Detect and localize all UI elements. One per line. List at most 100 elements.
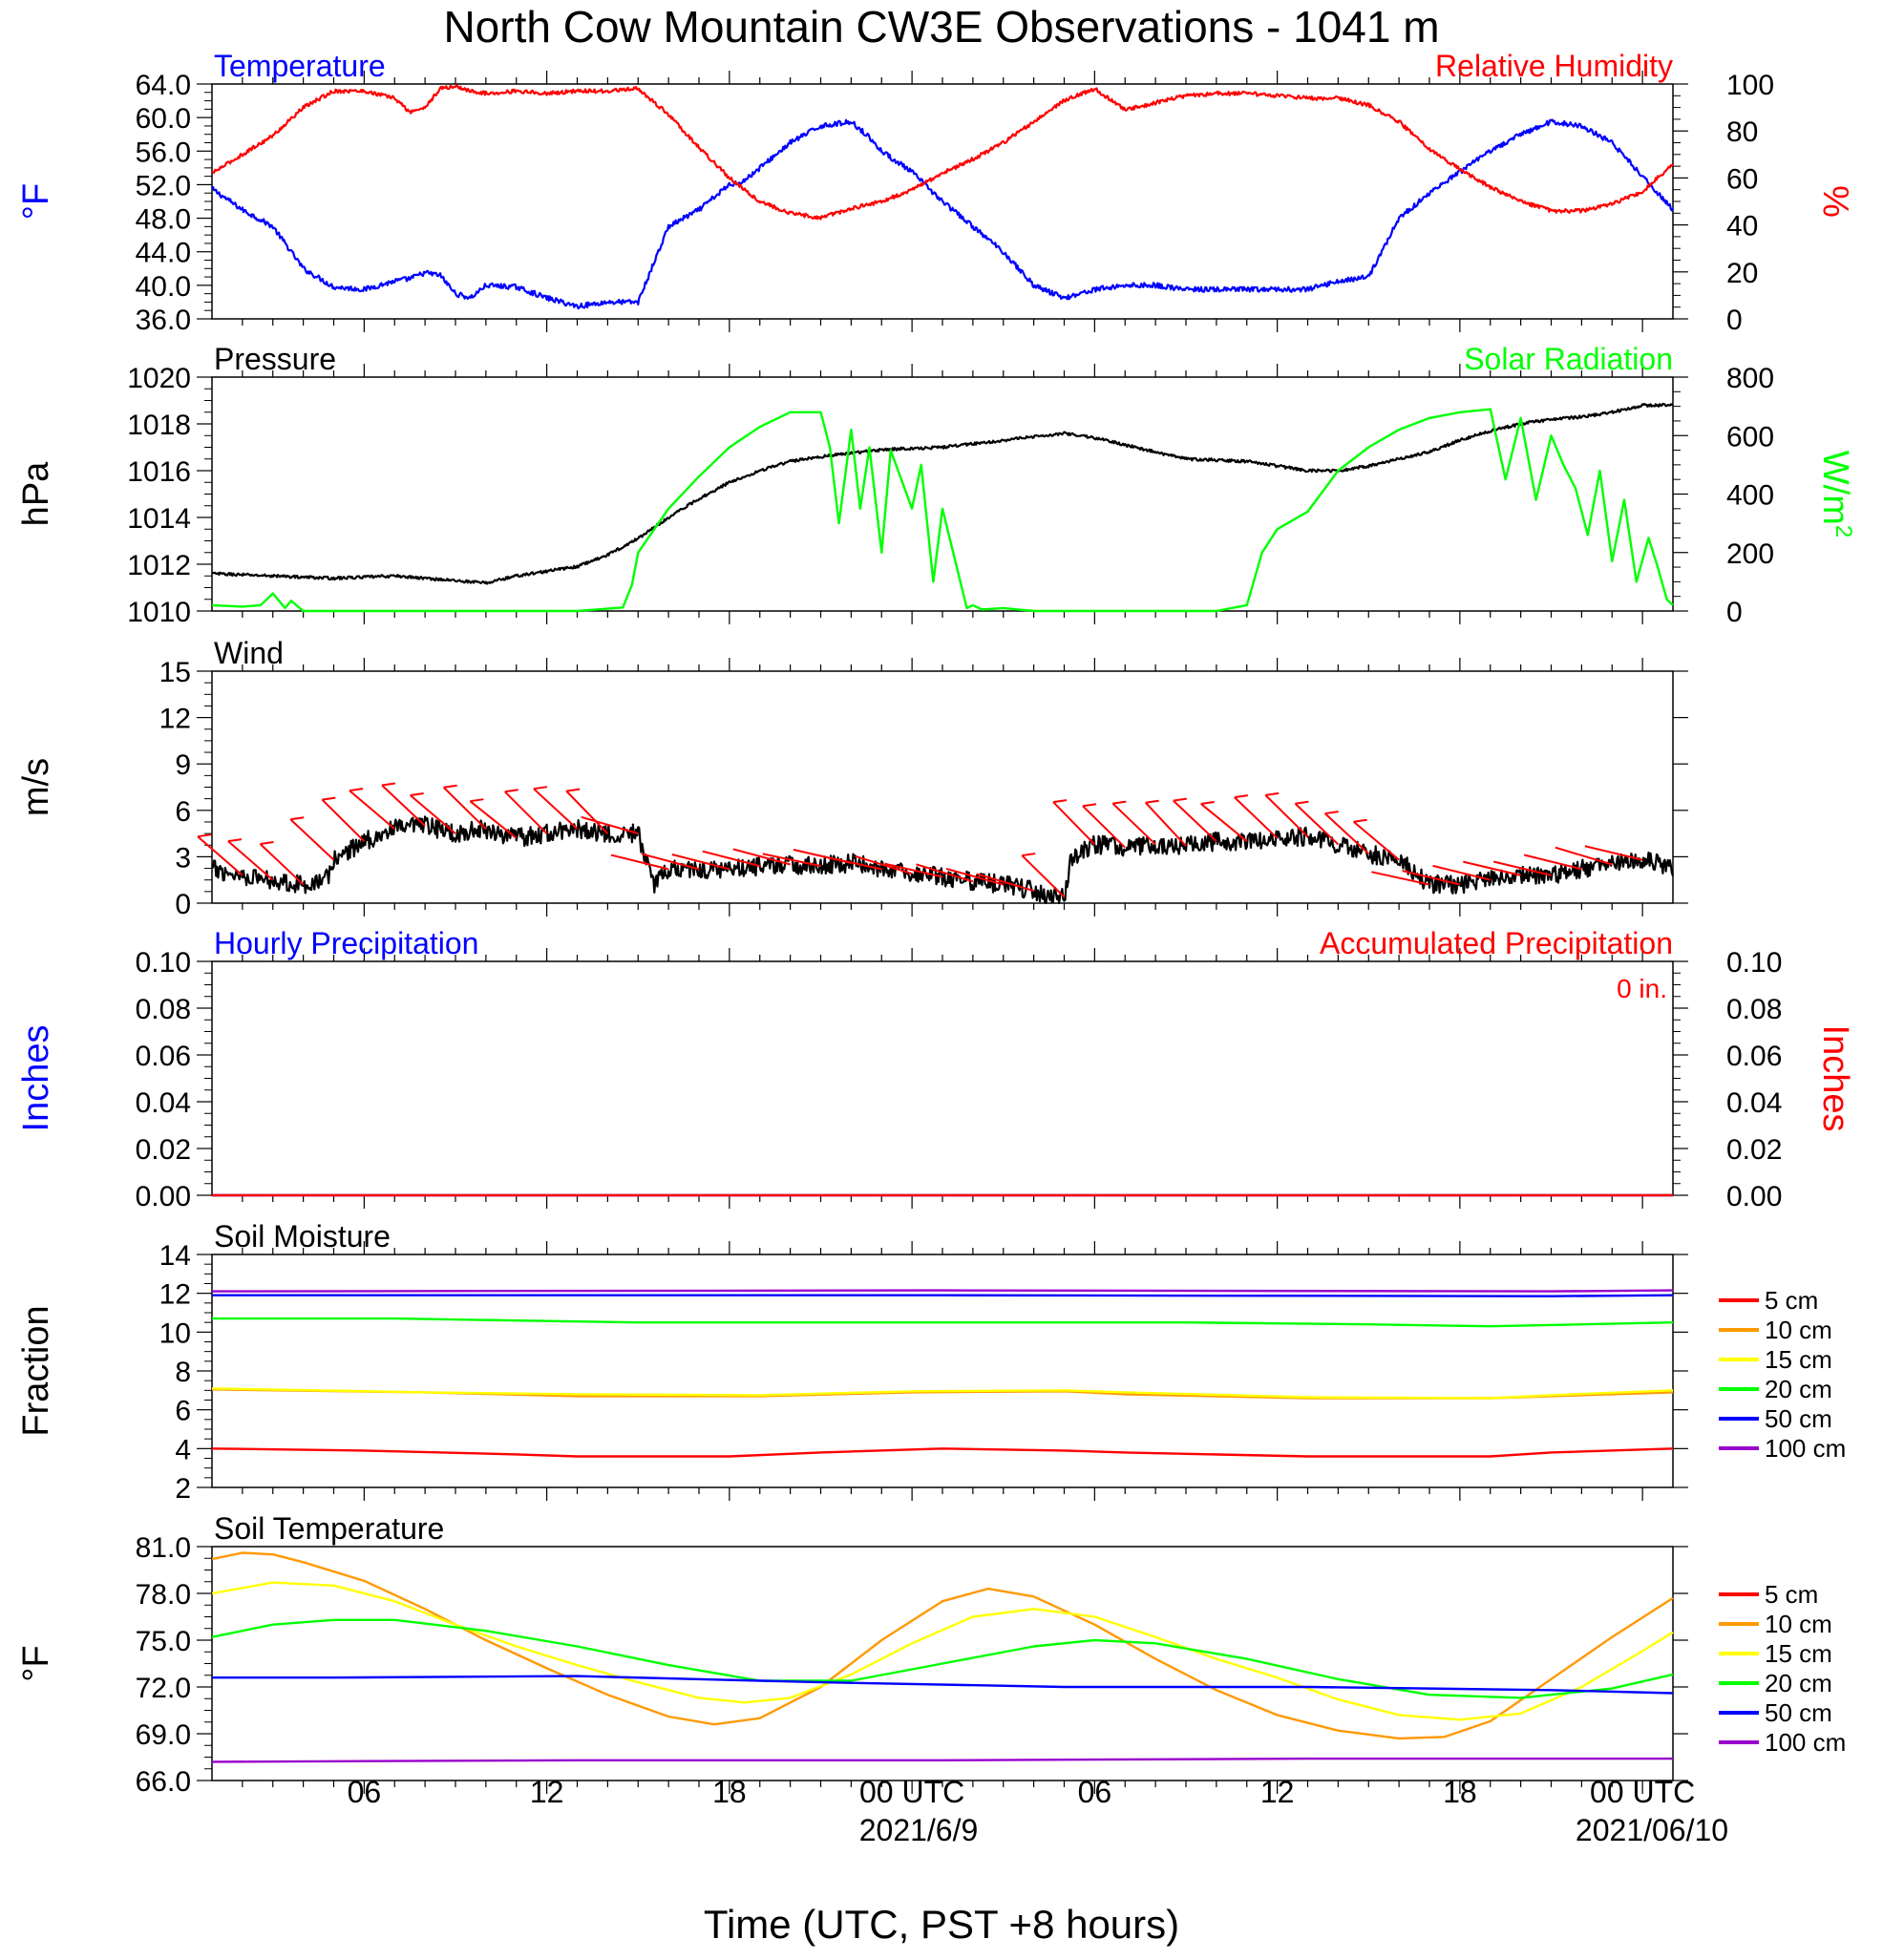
wind-barb-flag [349, 788, 364, 792]
x-tick-label: 18 [1443, 1775, 1477, 1809]
x-ticks [242, 1781, 1643, 1794]
series-line-relative-humidity [211, 84, 1674, 221]
legend-label: 10 cm [1765, 1610, 1832, 1638]
legend-label: 5 cm [1765, 1580, 1818, 1609]
y-tick-label: 10 [159, 1317, 191, 1349]
wind-barb [1021, 854, 1066, 898]
wind-barb-flag [1022, 853, 1036, 857]
y-right-tick-label: 0 [1726, 305, 1743, 336]
wind-barb [1144, 802, 1187, 847]
wind-barb [732, 848, 791, 866]
y-right-tick-label: 100 [1726, 70, 1774, 101]
wind-barb-flag [381, 782, 396, 787]
panel-title-left: Soil Moisture [214, 1219, 391, 1254]
wind-barb [1523, 854, 1582, 871]
wind-barb-flag [1265, 791, 1280, 796]
series-line-15-cm [211, 1387, 1674, 1400]
wind-barb-flag [1234, 794, 1248, 799]
wind-barb [1463, 860, 1521, 876]
x-axis: 06 12 18 00 UTC 06 12 18 00 UTC 2021/6/9 2021/0… [348, 1775, 1729, 1947]
y-tick-label: 0.00 [136, 1181, 191, 1212]
y-tick-label: 1012 [127, 550, 191, 581]
wind-barb [469, 800, 518, 839]
y-right-tick-label: 80 [1726, 116, 1758, 148]
x-ticks [242, 948, 1643, 1209]
series-line-15-cm [211, 1581, 1674, 1721]
y-tick-label: 12 [159, 704, 191, 735]
y-right-tick-label: 40 [1726, 211, 1758, 242]
y-tick-label: 64.0 [136, 70, 191, 101]
wind-barb-flag [290, 816, 305, 821]
wind-barb-flag [566, 788, 581, 792]
legend-label: 50 cm [1765, 1404, 1832, 1433]
wind-barb-flag [1353, 818, 1367, 823]
y-right-tick-label: 0.10 [1726, 947, 1782, 979]
y-tick-label: 6 [175, 796, 191, 828]
x-ticks [242, 71, 1643, 332]
y-axis-title-left: Inches [16, 1025, 56, 1132]
series-line-100-cm [211, 1289, 1674, 1293]
x-ticks [242, 1241, 1643, 1501]
wind-barb-flag [533, 786, 548, 790]
accumulated-total: 0 in. [1617, 974, 1667, 1003]
y-tick-label: 3 [175, 842, 191, 874]
wind-barb-flag [260, 841, 274, 846]
panel-wind: 15 12 9 6 3 0 Wind m/s [16, 636, 1688, 920]
wind-barb-flag [410, 792, 424, 797]
y-tick-label: 66.0 [136, 1766, 191, 1798]
wind-barb [702, 850, 760, 868]
wind-barb [1234, 796, 1279, 839]
x-axis-title: Time (UTC, PST +8 hours) [704, 1902, 1179, 1947]
wind-barb [227, 840, 274, 881]
legend-label: 10 cm [1765, 1316, 1832, 1344]
y-right-tick-label: 0.04 [1726, 1087, 1782, 1119]
wind-barb-flag [1082, 803, 1097, 808]
series-line-100-cm [211, 1757, 1673, 1763]
x-tick-label: 00 UTC [859, 1775, 964, 1809]
wind-barb [1353, 821, 1400, 861]
wind-barb [1294, 803, 1340, 846]
y-tick-label: 12 [159, 1279, 191, 1311]
wind-barb [1371, 871, 1430, 886]
y-tick-label: 0.10 [136, 947, 191, 979]
wind-barb [289, 818, 335, 861]
legend-label: 15 cm [1765, 1345, 1832, 1374]
wind-barb-flag [1052, 799, 1068, 804]
y-tick-label: 69.0 [136, 1719, 191, 1751]
y-tick-label: 52.0 [136, 170, 191, 201]
wind-barb [916, 863, 974, 883]
wind-barb [1264, 794, 1309, 838]
y-tick-label: 6 [175, 1396, 191, 1427]
legend-label: 20 cm [1765, 1375, 1832, 1403]
x-tick-label: 12 [1260, 1775, 1295, 1809]
wind-barb-flag [197, 833, 212, 838]
wind-barb [1082, 805, 1126, 849]
wind-barb [641, 853, 700, 871]
y-tick-label: 44.0 [136, 238, 191, 269]
y-axis-title-left: m/s [16, 758, 56, 816]
legend-label: 100 cm [1765, 1728, 1846, 1757]
wind-barb [1584, 845, 1643, 861]
y-tick-label: 40.0 [136, 271, 191, 303]
y-right-tick-label: 200 [1726, 538, 1774, 570]
series-group [211, 1551, 1674, 1763]
wind-barb-flag [443, 784, 457, 789]
series-line-50-cm [212, 1675, 1674, 1695]
wind-barb [976, 873, 1034, 892]
series-group [211, 84, 1674, 310]
series-group [211, 1289, 1674, 1458]
series-group [211, 402, 1674, 613]
series-group [211, 815, 1675, 905]
legend-label: 100 cm [1765, 1434, 1846, 1463]
wind-barb [1555, 846, 1613, 866]
x-tick-labels: 06 12 18 00 UTC 06 12 18 00 UTC [348, 1775, 1696, 1809]
wind-barb-flag [504, 789, 518, 793]
x-ticks [242, 658, 1643, 917]
y-tick-label: 8 [175, 1357, 191, 1388]
y-tick-label: 0.06 [136, 1041, 191, 1072]
y-tick-label: 4 [175, 1434, 191, 1465]
wind-barb [610, 854, 669, 871]
y-axis-title-left: °F [16, 1645, 56, 1681]
panels: 64.060.056.052.048.044.040.036.010080604… [16, 49, 1857, 1798]
